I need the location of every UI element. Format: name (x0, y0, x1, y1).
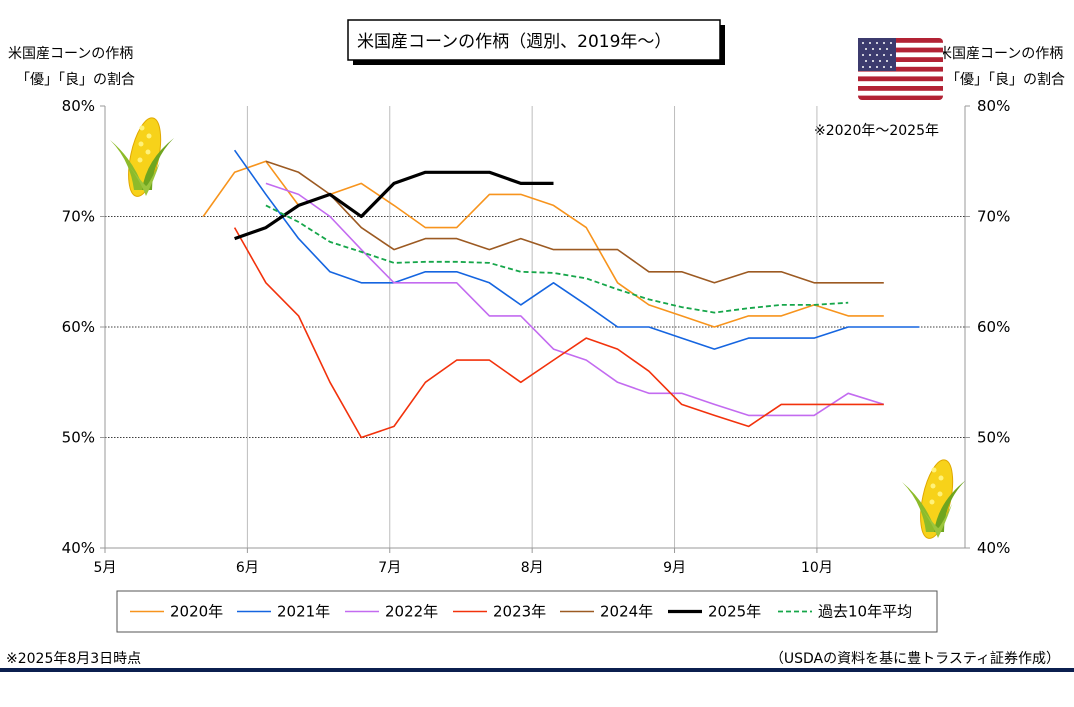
legend-label: 過去10年平均 (818, 603, 912, 621)
y-tick-label-right: 70% (977, 208, 1010, 226)
y-tick-label-right: 50% (977, 429, 1010, 447)
y-tick-label-left: 80% (62, 97, 95, 115)
axes: 80% 80% 70% 70% 60% 60% 50% 50% 40% 40% 5月 6月 7月 8月 9月… (62, 97, 1011, 576)
legend-label: 2024年 (600, 603, 653, 621)
x-tick-label: 5月 (94, 560, 117, 576)
footnote-right: （USDAの資料を基に豊トラスティ証券作成） (770, 650, 1060, 667)
series-line (265, 160, 884, 284)
legend: 2020年 2021年 2022年 2023年 2024年 2025年 過去10年平均 (116, 590, 938, 633)
footnote-left: ※2025年8月3日時点 (6, 651, 141, 667)
series-line (265, 182, 885, 417)
legend-label: 2022年 (385, 603, 438, 621)
y-tick-label-left: 50% (62, 429, 95, 447)
footer-rule (0, 668, 1074, 672)
y-tick-label-right: 40% (977, 539, 1010, 557)
series-line (265, 204, 849, 314)
chart-title: 米国産コーンの作柄（週別、2019年～） (357, 32, 671, 52)
x-tick-label: 7月 (378, 560, 401, 576)
series-line (202, 160, 884, 328)
right-axis-title-line2: 「優」「良」の割合 (946, 71, 1065, 88)
corn-icon (902, 459, 966, 539)
legend-label: 2020年 (170, 603, 223, 621)
left-axis-title-line2: 「優」「良」の割合 (16, 71, 135, 88)
series-lines (202, 149, 920, 439)
y-tick-label-left: 60% (62, 318, 95, 336)
right-note: ※2020年～2025年 (814, 123, 939, 139)
legend-label: 2021年 (277, 603, 330, 621)
x-tick-label: 6月 (236, 560, 259, 576)
left-axis-title-line1: 米国産コーンの作柄 (8, 46, 133, 62)
y-tick-label-left: 40% (62, 539, 95, 557)
right-axis-title-line1: 米国産コーンの作柄 (938, 46, 1063, 62)
y-tick-label-right: 60% (977, 318, 1010, 336)
x-tick-label: 10月 (801, 560, 833, 576)
x-tick-label: 8月 (521, 560, 544, 576)
series-line (233, 227, 884, 439)
us-flag-icon (858, 38, 943, 100)
series-line (233, 149, 920, 350)
corn-icon (110, 117, 174, 197)
legend-label: 2023年 (493, 603, 546, 621)
series-line (234, 170, 554, 241)
y-tick-label-right: 80% (977, 97, 1010, 115)
grid (105, 106, 965, 548)
y-tick-label-left: 70% (62, 208, 95, 226)
chart-title-box: 米国産コーンの作柄（週別、2019年～） (347, 19, 725, 65)
x-tick-label: 9月 (663, 560, 686, 576)
legend-label: 2025年 (708, 603, 761, 621)
